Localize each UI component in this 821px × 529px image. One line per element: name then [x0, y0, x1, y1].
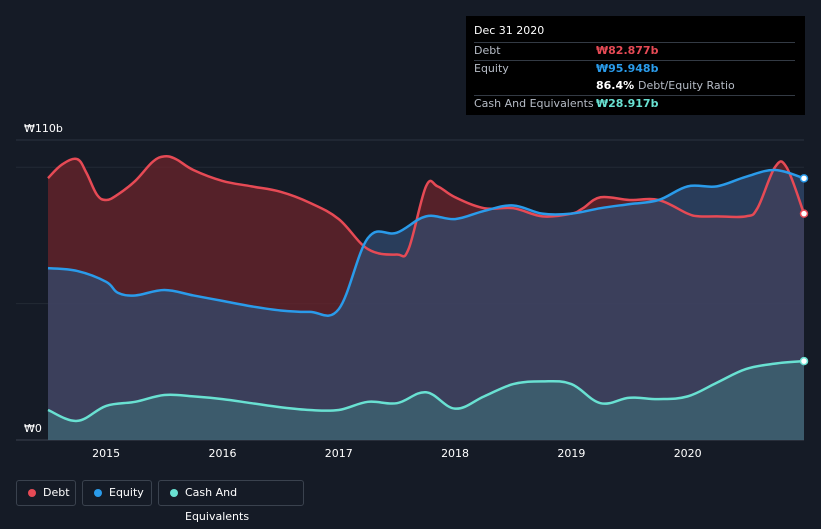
legend-item-cash[interactable]: Cash And Equivalents [158, 480, 304, 523]
tooltip-row-debt: Debt ₩82.877b [474, 42, 795, 60]
legend-label-cash: Cash And Equivalents [185, 486, 250, 523]
y-tick-label-zero: ₩0 [24, 422, 42, 435]
tooltip-cash-label: Cash And Equivalents [474, 97, 594, 110]
marker-equity-end [799, 174, 809, 183]
tooltip-panel: Dec 31 2020 Debt ₩82.877b Equity ₩95.948… [466, 16, 805, 115]
tooltip-equity-label: Equity [474, 62, 509, 75]
line-cash [47, 359, 805, 423]
legend-dot-equity [94, 489, 102, 497]
area-equity [48, 169, 804, 441]
x-tick-label: 2020 [674, 447, 702, 460]
line-equity [47, 168, 805, 317]
legend-label-debt: Debt [43, 486, 70, 499]
y-tick-label-top: ₩110b [24, 122, 63, 135]
tooltip-debt-value: ₩82.877b [596, 44, 659, 57]
legend-item-debt[interactable]: Debt [16, 480, 76, 506]
marker-debt-end [799, 209, 809, 218]
legend-label-equity: Equity [109, 486, 144, 499]
legend-item-equity[interactable]: Equity [82, 480, 152, 506]
tooltip-equity-value: ₩95.948b [596, 62, 659, 75]
tooltip-row-equity: Equity ₩95.948b [474, 60, 795, 78]
tooltip-row-ratio: 86.4% Debt/Equity Ratio [474, 78, 795, 95]
x-tick-label: 2019 [557, 447, 585, 460]
marker-cash-end [799, 356, 809, 366]
x-tick-label: 2017 [325, 447, 353, 460]
x-tick-label: 2015 [92, 447, 120, 460]
tooltip-ratio-value: 86.4% [596, 79, 635, 92]
area-cash [48, 361, 804, 440]
tooltip-ratio-label: Debt/Equity Ratio [638, 79, 735, 92]
area-equity-overlay [48, 169, 804, 441]
tooltip-ratio: 86.4% Debt/Equity Ratio [596, 78, 735, 94]
legend-dot-debt [28, 489, 36, 497]
tooltip-cash-value: ₩28.917b [596, 97, 659, 110]
tooltip-debt-label: Debt [474, 44, 501, 57]
x-tick-label: 2018 [441, 447, 469, 460]
tooltip-row-cash: Cash And Equivalents ₩28.917b [474, 95, 795, 113]
legend-dot-cash [170, 489, 178, 497]
tooltip-date: Dec 31 2020 [474, 24, 545, 37]
x-tick-label: 2016 [208, 447, 236, 460]
line-debt [47, 154, 806, 258]
